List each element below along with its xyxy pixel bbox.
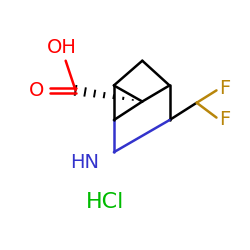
Text: F: F bbox=[219, 79, 230, 98]
Text: HCl: HCl bbox=[86, 192, 124, 212]
Text: HN: HN bbox=[70, 154, 99, 172]
Text: O: O bbox=[29, 81, 45, 100]
Text: F: F bbox=[219, 110, 230, 129]
Text: OH: OH bbox=[47, 38, 77, 57]
